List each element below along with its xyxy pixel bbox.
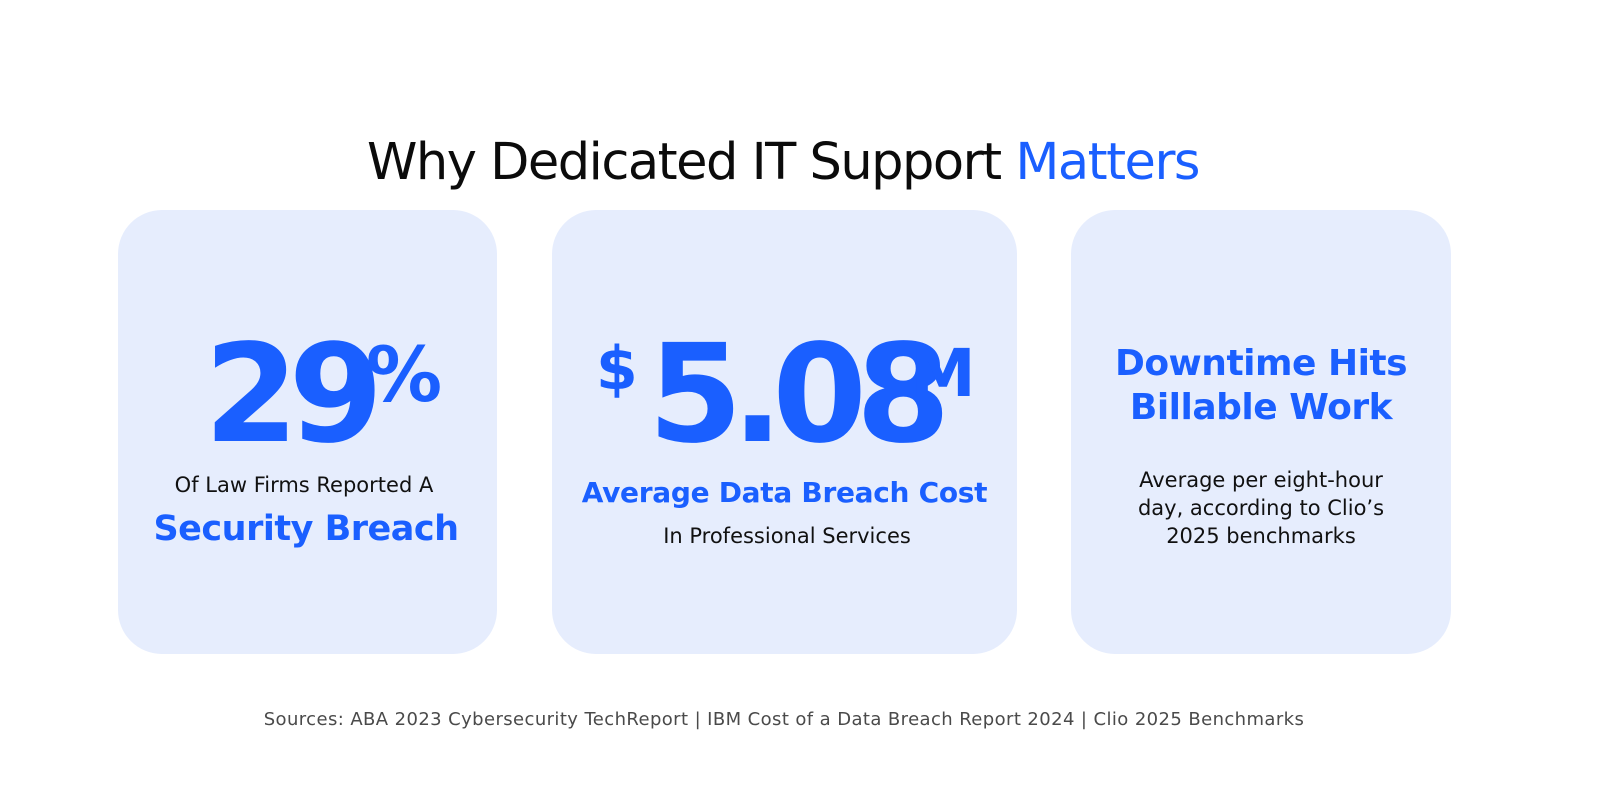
card-description-line: 2025 benchmarks: [1166, 524, 1356, 548]
stat-card-breach-cost: $ 5.08 M Average Data Breach Cost In Pro…: [552, 210, 1017, 654]
card-description: Average per eight-hour day, according to…: [1071, 466, 1451, 550]
stat-number: 29: [204, 316, 383, 474]
card-title: Downtime Hits Billable Work: [1071, 342, 1451, 430]
title-accent: Matters: [1015, 133, 1200, 193]
card-title-line: Downtime Hits: [1114, 343, 1408, 384]
card-description-line: Average per eight-hour: [1139, 468, 1383, 492]
stat-percent-sign: %: [366, 330, 442, 419]
card-description-line: day, according to Clio’s: [1137, 496, 1385, 520]
stat-unit: M: [910, 335, 976, 412]
page-title: Why Dedicated IT Support Matters: [0, 128, 1566, 198]
stat-highlight: Security Breach: [153, 509, 459, 549]
stat-number: 5.08: [648, 316, 951, 474]
stat-highlight: Average Data Breach Cost: [581, 476, 988, 509]
title-main: Why Dedicated IT Support: [367, 133, 1016, 193]
stat-currency-sign: $: [596, 334, 638, 404]
stat-label: Of Law Firms Reported A: [174, 473, 434, 497]
stat-card-downtime: Downtime Hits Billable Work Average per …: [1071, 210, 1451, 654]
sources-footnote: Sources: ABA 2023 Cybersecurity TechRepo…: [263, 709, 1305, 730]
stat-card-security-breach: 29 % Of Law Firms Reported A Security Br…: [118, 210, 497, 654]
stat-label: In Professional Services: [663, 524, 911, 548]
card-title-line: Billable Work: [1129, 387, 1393, 428]
